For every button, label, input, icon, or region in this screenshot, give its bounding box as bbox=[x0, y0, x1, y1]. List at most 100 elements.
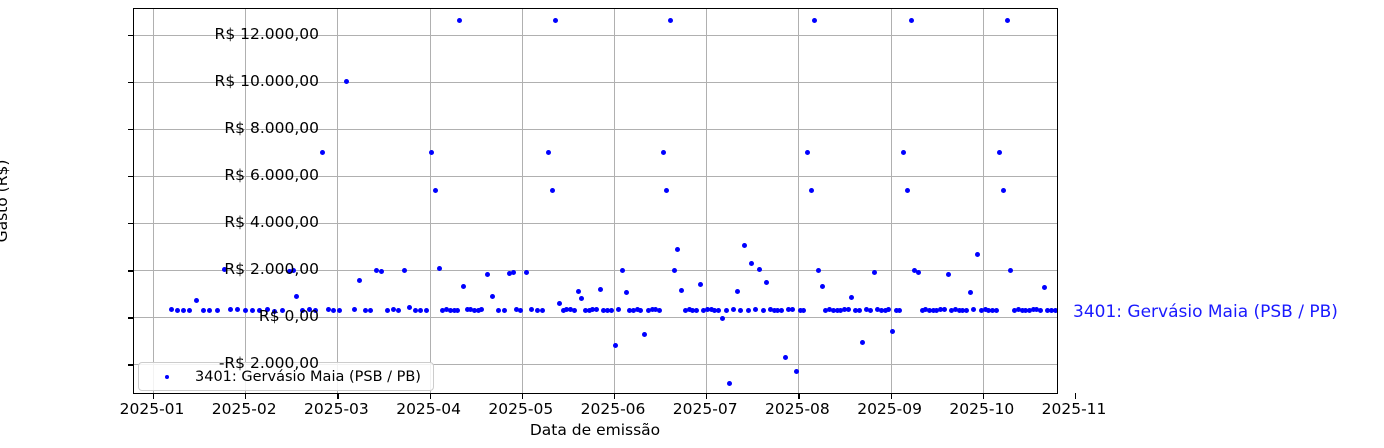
scatter-point bbox=[705, 307, 710, 313]
scatter-point bbox=[257, 307, 263, 313]
scatter-point bbox=[686, 307, 692, 313]
scatter-point bbox=[875, 307, 881, 313]
scatter-point bbox=[671, 267, 677, 273]
scatter-point bbox=[779, 307, 784, 313]
x-gridline bbox=[153, 9, 154, 393]
scatter-point bbox=[1004, 18, 1010, 24]
scatter-point bbox=[451, 308, 457, 313]
scatter-point bbox=[690, 307, 696, 313]
scatter-point bbox=[767, 307, 773, 313]
scatter-point bbox=[412, 307, 418, 313]
scatter-point bbox=[893, 307, 899, 313]
scatter-point bbox=[975, 252, 981, 258]
scatter-point bbox=[971, 307, 977, 313]
scatter-point bbox=[460, 284, 466, 290]
x-axis-tick bbox=[706, 393, 708, 399]
scatter-point bbox=[786, 307, 792, 313]
scatter-point bbox=[856, 307, 862, 313]
y-gridline bbox=[134, 270, 1057, 272]
scatter-point bbox=[956, 307, 962, 313]
scatter-point bbox=[373, 267, 379, 273]
legend-marker-icon bbox=[165, 374, 169, 379]
scatter-point bbox=[320, 150, 326, 156]
scatter-point bbox=[697, 281, 703, 287]
scatter-point bbox=[571, 308, 577, 313]
scatter-point bbox=[368, 308, 374, 314]
scatter-point bbox=[915, 270, 921, 276]
scatter-point bbox=[214, 307, 220, 313]
scatter-point bbox=[801, 307, 807, 313]
scatter-point bbox=[734, 288, 740, 294]
scatter-point bbox=[841, 307, 847, 313]
y-axis-tick bbox=[128, 176, 134, 178]
scatter-point bbox=[919, 307, 925, 313]
scatter-point bbox=[860, 339, 866, 345]
scatter-point bbox=[227, 307, 233, 313]
y-axis-tick-label: R$ 12.000,00 bbox=[214, 24, 319, 43]
scatter-point bbox=[464, 307, 470, 313]
scatter-point bbox=[242, 307, 248, 313]
scatter-point bbox=[331, 307, 337, 313]
x-axis-tick-label: 2025-10 bbox=[949, 400, 1015, 418]
scatter-point bbox=[557, 300, 562, 306]
scatter-point bbox=[812, 18, 818, 24]
scatter-point bbox=[423, 307, 429, 313]
scatter-point bbox=[782, 354, 788, 360]
scatter-point bbox=[590, 307, 596, 313]
scatter-point bbox=[379, 268, 385, 274]
scatter-point bbox=[447, 307, 453, 313]
x-axis-tick-label: 2025-04 bbox=[396, 400, 461, 418]
scatter-point bbox=[1026, 307, 1032, 313]
scatter-point bbox=[730, 307, 736, 313]
x-gridline bbox=[337, 9, 339, 393]
scatter-point bbox=[878, 308, 884, 313]
x-axis-tick bbox=[521, 393, 524, 399]
scatter-point bbox=[827, 307, 833, 313]
y-gridline bbox=[134, 34, 1057, 36]
scatter-point bbox=[475, 307, 481, 313]
scatter-point bbox=[1008, 267, 1014, 273]
scatter-point bbox=[930, 308, 936, 313]
scatter-point bbox=[612, 343, 618, 349]
scatter-point bbox=[200, 307, 206, 313]
scatter-point bbox=[638, 307, 644, 313]
scatter-point bbox=[945, 272, 951, 278]
x-axis-tick bbox=[153, 393, 155, 399]
y-axis-title: Gasto (R$) bbox=[0, 159, 11, 243]
scatter-point bbox=[523, 270, 529, 276]
x-axis-tick-label: 2025-05 bbox=[488, 400, 554, 418]
scatter-point bbox=[764, 279, 770, 285]
scatter-point bbox=[510, 270, 516, 276]
y-gridline bbox=[134, 364, 1057, 366]
scatter-point bbox=[723, 307, 729, 313]
scatter-point bbox=[1030, 307, 1036, 313]
scatter-point bbox=[964, 307, 969, 313]
scatter-point bbox=[1052, 307, 1057, 313]
scatter-point bbox=[808, 187, 814, 193]
scatter-point bbox=[455, 307, 461, 313]
scatter-point bbox=[982, 307, 988, 313]
scatter-point bbox=[514, 307, 520, 313]
scatter-point bbox=[727, 380, 733, 386]
x-gridline bbox=[798, 9, 800, 393]
scatter-point bbox=[1012, 307, 1018, 313]
y-gridline bbox=[134, 176, 1057, 178]
x-axis-title: Data de emissão bbox=[529, 421, 661, 439]
scatter-point bbox=[601, 308, 607, 314]
x-axis-tick-label: 2025-11 bbox=[1041, 400, 1107, 418]
scatter-point bbox=[701, 307, 707, 313]
y-gridline bbox=[134, 81, 1057, 83]
x-axis-tick bbox=[245, 393, 247, 399]
scatter-point bbox=[816, 267, 821, 273]
y-axis-tick bbox=[128, 81, 134, 84]
scatter-point bbox=[605, 307, 611, 313]
scatter-point bbox=[642, 332, 648, 338]
scatter-point bbox=[586, 307, 592, 313]
scatter-point bbox=[299, 307, 305, 313]
scatter-point bbox=[775, 308, 781, 313]
x-axis-tick bbox=[429, 393, 431, 399]
scatter-point bbox=[264, 307, 270, 313]
chart-legend: 3401: Gervásio Maia (PSB / PB) bbox=[138, 362, 434, 391]
scatter-point bbox=[742, 243, 747, 249]
x-axis-tick-label: 2025-01 bbox=[119, 400, 185, 418]
